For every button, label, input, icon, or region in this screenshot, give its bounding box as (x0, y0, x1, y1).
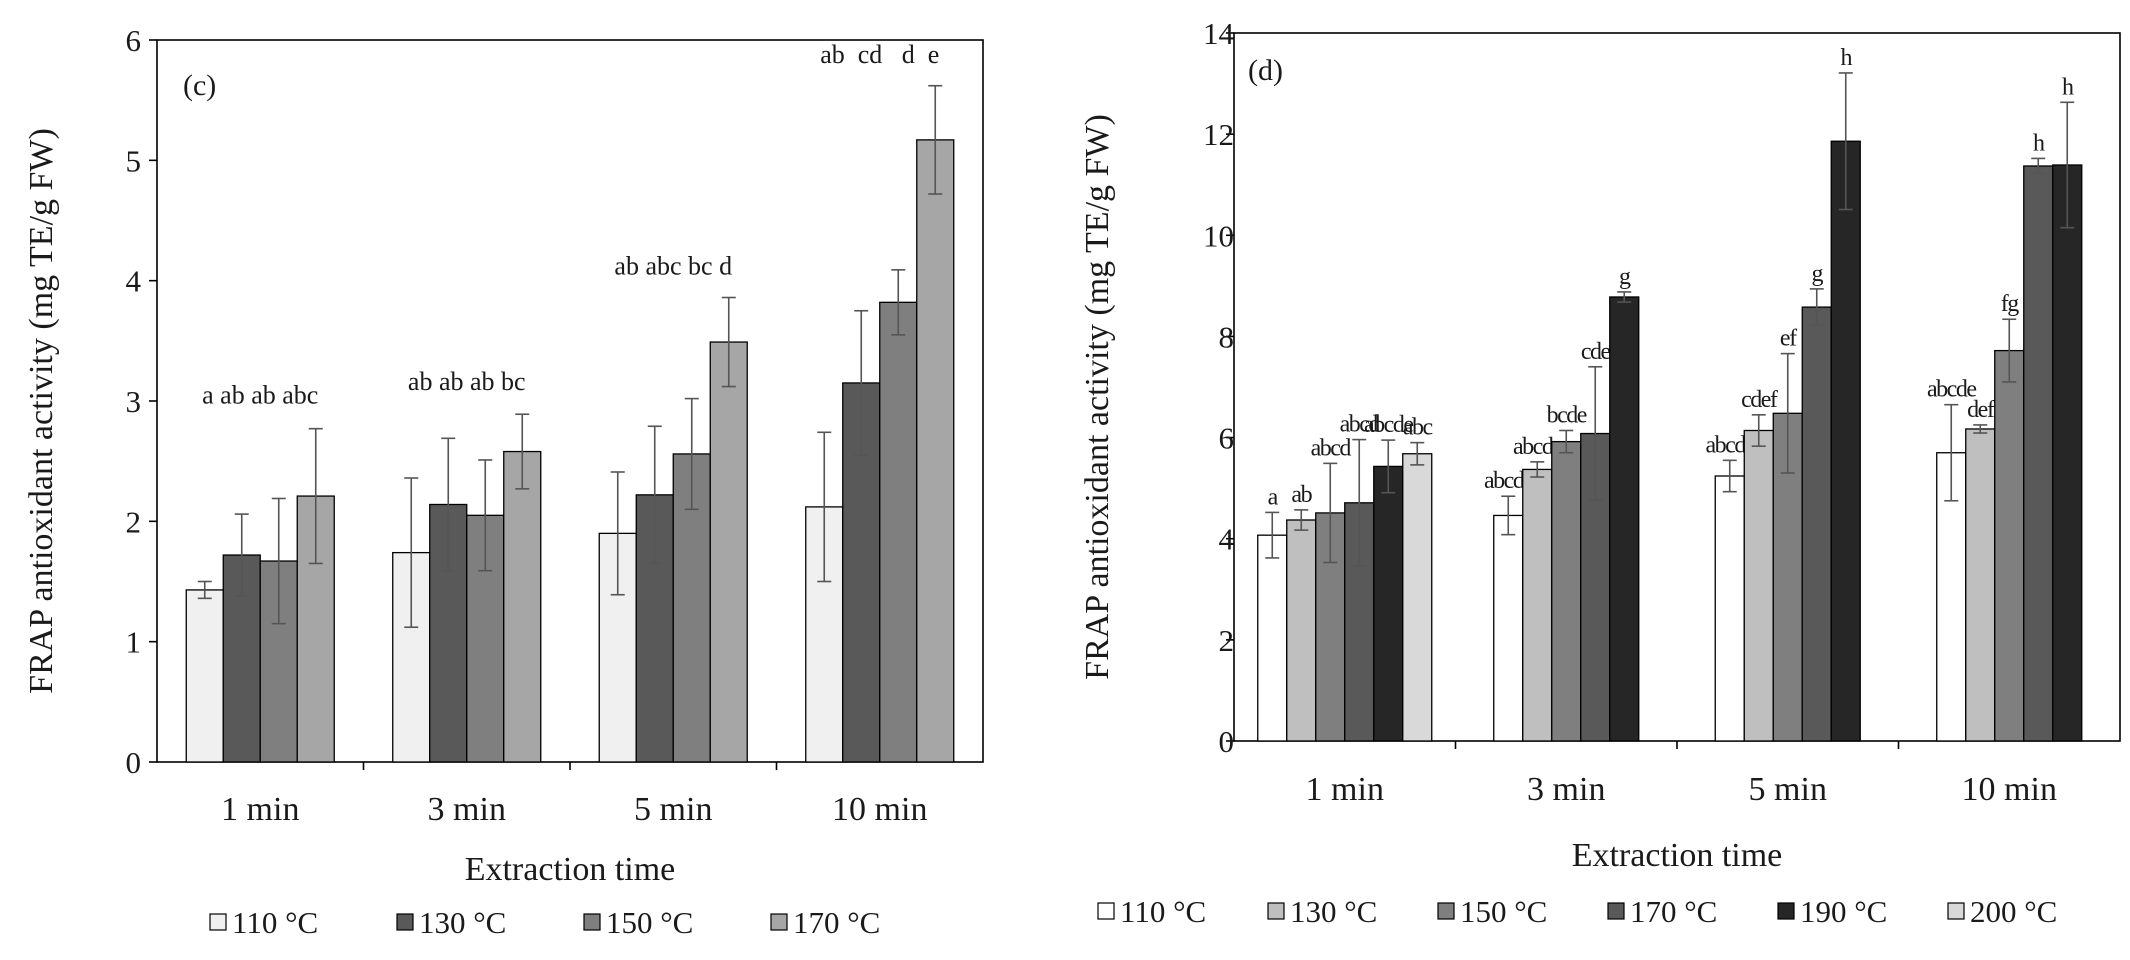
legend-label-d: 190 °C (1800, 894, 1887, 929)
bar-d (1286, 519, 1317, 742)
y-tick-label-d: 6 (1219, 421, 1235, 456)
significance-label-d: fg (2001, 291, 2019, 317)
significance-label-c: ab cd d e (820, 40, 939, 69)
legend-label-c: 170 °C (793, 905, 880, 940)
legend-swatch-d (1267, 902, 1285, 920)
significance-label-d: bcde (1547, 402, 1587, 428)
bar-d (1373, 465, 1404, 742)
panel-label-d: (d) (1248, 54, 1283, 87)
y-tick-label-c: 0 (126, 745, 142, 780)
significance-label-d: abcde (1364, 412, 1413, 438)
significance-label-d: def (1967, 397, 1995, 423)
significance-label-c: ab ab ab bc (408, 367, 526, 396)
y-tick-label-d: 10 (1203, 218, 1234, 253)
bar-d (2052, 164, 2083, 742)
y-tick-label-c: 2 (126, 504, 142, 539)
bar-d (2023, 165, 2054, 742)
bar-d (1522, 468, 1553, 742)
legend-label-d: 170 °C (1630, 894, 1717, 929)
significance-label-d: ef (1780, 326, 1797, 352)
bar-c (879, 301, 918, 763)
legend-swatch-d (1777, 902, 1795, 920)
y-tick-label-d: 4 (1219, 522, 1235, 557)
x-tick-label-c: 10 min (832, 791, 927, 828)
legend-swatch-c (770, 913, 788, 931)
significance-label-d: abcd (1311, 435, 1352, 461)
x-tick-label-c: 5 min (634, 791, 712, 828)
bar-d (1994, 349, 2025, 742)
significance-label-d: abcde (1927, 377, 1976, 403)
x-axis-title-d: Extraction time (1572, 837, 1783, 874)
y-axis-title-d: FRAP antioxidant activity (mg TE/g FW) (1079, 114, 1116, 680)
bar-d (1743, 429, 1774, 742)
legend-label-d: 110 °C (1120, 894, 1206, 929)
bar-d (1493, 514, 1524, 742)
significance-label-d: ab (1291, 482, 1312, 508)
legend-swatch-c (583, 913, 601, 931)
y-tick-label-c: 5 (126, 143, 142, 178)
x-tick-label-c: 1 min (221, 791, 299, 828)
x-axis-title-c: Extraction time (465, 851, 676, 888)
bar-d (1257, 534, 1288, 742)
legend-swatch-d (1097, 902, 1115, 920)
y-tick-label-d: 8 (1219, 319, 1235, 354)
y-tick-label-d: 14 (1203, 16, 1235, 51)
significance-label-c: a ab ab abc (202, 380, 318, 409)
x-tick-label-c: 3 min (428, 791, 506, 828)
significance-label-d: h (1841, 45, 1853, 71)
significance-label-d: a (1268, 484, 1279, 510)
legend-swatch-d (1607, 902, 1625, 920)
y-tick-label-c: 1 (126, 625, 142, 660)
y-tick-label-c: 4 (126, 264, 142, 299)
legend-swatch-c (396, 913, 414, 931)
bar-c (503, 450, 542, 763)
y-tick-label-d: 2 (1219, 623, 1235, 658)
bar-c (916, 139, 955, 763)
legend-label-c: 110 °C (232, 905, 318, 940)
y-tick-label-c: 6 (126, 23, 142, 58)
x-tick-label-d: 10 min (1962, 771, 2057, 808)
legend-swatch-c (209, 913, 227, 931)
significance-label-d: cde (1581, 339, 1611, 365)
bar-d (1714, 475, 1745, 742)
bar-c (709, 341, 748, 763)
significance-label-c: ab abc bc d (614, 252, 732, 281)
significance-label-d: g (1812, 261, 1824, 287)
bar-d (1551, 440, 1582, 742)
legend-label-d: 130 °C (1290, 894, 1377, 929)
legend-label-c: 130 °C (419, 905, 506, 940)
y-tick-label-d: 0 (1219, 724, 1235, 759)
legend-label-d: 200 °C (1970, 894, 2057, 929)
significance-label-d: cdef (1741, 387, 1778, 413)
significance-label-d: abcd (1340, 412, 1381, 438)
y-tick-label-c: 3 (126, 384, 142, 419)
y-axis-title-c: FRAP antioxidant activity (mg TE/g FW) (23, 128, 60, 694)
significance-label-d: h (2062, 74, 2074, 100)
legend-label-c: 150 °C (606, 905, 693, 940)
legend-label-d: 150 °C (1460, 894, 1547, 929)
bar-d (1801, 306, 1832, 742)
bar-d (1609, 296, 1640, 742)
bar-c (185, 589, 224, 763)
bar-d (1965, 428, 1996, 742)
legend-swatch-d (1947, 902, 1965, 920)
significance-label-d: h (2033, 130, 2045, 156)
y-tick-label-d: 12 (1203, 117, 1234, 152)
bar-d (1830, 140, 1861, 742)
panel-label-c: (c) (183, 69, 216, 102)
significance-label-d: g (1619, 264, 1631, 290)
significance-label-d: abc (1403, 415, 1433, 441)
legend-swatch-d (1437, 902, 1455, 920)
x-tick-label-d: 5 min (1749, 771, 1827, 808)
x-tick-label-d: 3 min (1527, 771, 1605, 808)
x-tick-label-d: 1 min (1306, 771, 1384, 808)
bar-d (1402, 453, 1433, 742)
